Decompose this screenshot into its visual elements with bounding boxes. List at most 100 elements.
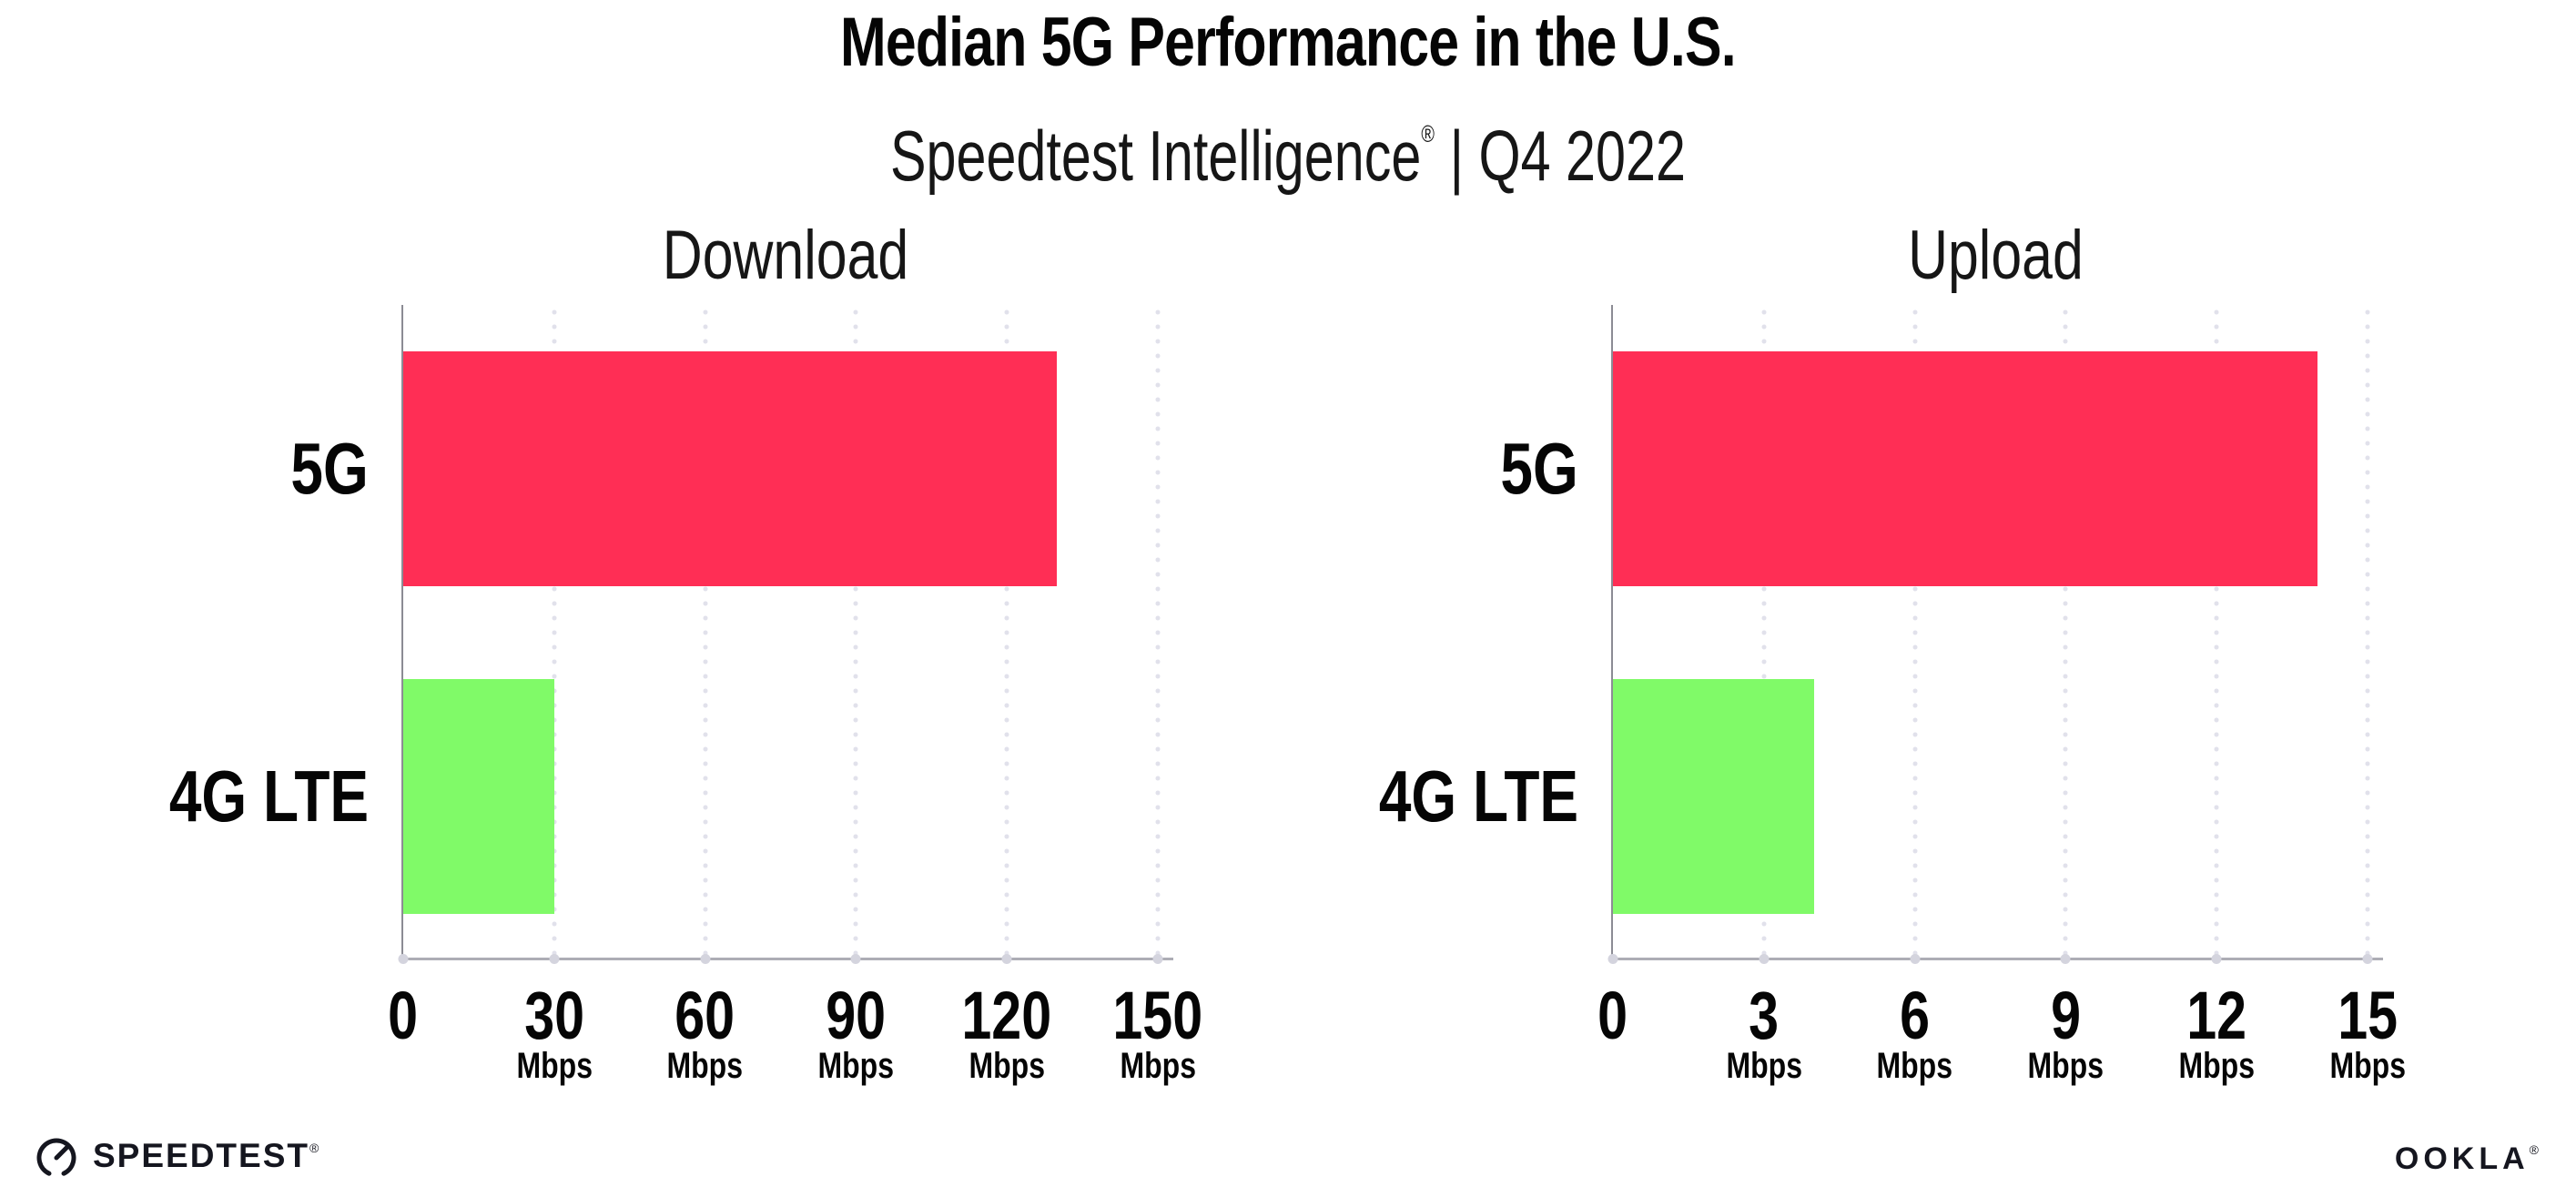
axis-tick-dot-15	[2362, 954, 2373, 964]
page-subtitle: Speedtest Intelligence® | Q4 2022	[0, 95, 2576, 195]
gridline-60	[702, 305, 708, 958]
x-tick-value: 150	[1112, 978, 1203, 1053]
registered-trademark-mark: ®	[1421, 120, 1435, 147]
x-tick-unit-text: Mbps	[969, 1046, 1045, 1086]
chart-title-text: Upload	[1907, 217, 2084, 294]
x-tick-value: 120	[961, 978, 1052, 1053]
x-axis	[401, 958, 1173, 960]
gridline-12	[2214, 305, 2220, 958]
axis-tick-dot-0	[398, 954, 409, 964]
bar-5g-upload	[1613, 351, 2317, 586]
plot-area-download	[398, 305, 1173, 964]
bar-5g-download	[403, 351, 1058, 586]
x-tick-unit-text: Mbps	[1725, 1046, 1802, 1086]
x-tick-unit-text: Mbps	[817, 1046, 895, 1086]
axis-tick-dot-90	[850, 954, 861, 964]
x-tick-unit-6: Mbps	[1815, 1047, 2015, 1085]
x-tick-unit-30: Mbps	[454, 1047, 654, 1085]
x-tick-unit-3: Mbps	[1664, 1047, 1864, 1085]
speedtest-logo: SPEEDTEST®	[35, 1134, 319, 1178]
x-tick-unit-text: Mbps	[1120, 1046, 1196, 1086]
axis-tick-dot-0	[1607, 954, 1618, 964]
category-label-5g: 5G	[1196, 351, 1578, 586]
chart-title-text: Download	[662, 217, 909, 294]
ookla-registered-mark: ®	[2529, 1142, 2543, 1157]
x-tick-label-9: 9	[1965, 981, 2165, 1050]
axis-tick-dot-30	[549, 954, 560, 964]
category-label-4g-lte: 4G LTE	[1196, 679, 1578, 914]
x-axis	[1611, 958, 2383, 960]
x-tick-label-90: 90	[756, 981, 956, 1050]
x-tick-unit-text: Mbps	[1876, 1046, 1953, 1086]
category-label-text: 4G LTE	[168, 756, 369, 837]
category-label-text: 4G LTE	[1378, 756, 1578, 837]
axis-tick-dot-12	[2211, 954, 2222, 964]
x-tick-value: 60	[674, 978, 735, 1053]
subtitle-period: | Q4 2022	[1449, 116, 1686, 196]
x-tick-label-0: 0	[1513, 981, 1713, 1050]
gridline-9	[2063, 305, 2069, 958]
ookla-label: OOKLA	[2394, 1141, 2530, 1176]
x-tick-label-3: 3	[1664, 981, 1864, 1050]
gridline-3	[1760, 305, 1767, 958]
x-tick-value: 9	[2050, 978, 2081, 1053]
gridline-30	[551, 305, 557, 958]
axis-tick-dot-60	[700, 954, 711, 964]
x-tick-unit-12: Mbps	[2116, 1047, 2317, 1085]
x-tick-label-6: 6	[1815, 981, 2015, 1050]
axis-tick-dot-120	[1001, 954, 1012, 964]
x-tick-label-15: 15	[2267, 981, 2468, 1050]
x-tick-unit-text: Mbps	[666, 1046, 744, 1086]
x-tick-unit-150: Mbps	[1058, 1047, 1258, 1085]
category-label-5g: 5G	[0, 351, 369, 586]
x-tick-unit-text: Mbps	[2178, 1046, 2255, 1086]
gridline-90	[853, 305, 859, 958]
speedtest-wordmark: SPEEDTEST®	[93, 1137, 319, 1175]
x-tick-value: 30	[523, 978, 584, 1053]
y-axis	[401, 305, 403, 960]
page-title-text: Median 5G Performance in the U.S.	[840, 4, 1737, 81]
x-tick-unit-text: Mbps	[2027, 1046, 2104, 1086]
x-tick-value: 0	[388, 978, 419, 1053]
x-tick-label-120: 120	[907, 981, 1107, 1050]
chart-title-upload: Upload	[1722, 218, 2268, 293]
x-tick-unit-9: Mbps	[1965, 1047, 2165, 1085]
x-tick-unit-90: Mbps	[756, 1047, 956, 1085]
gridline-120	[1004, 305, 1010, 958]
x-tick-unit-120: Mbps	[907, 1047, 1107, 1085]
x-tick-label-12: 12	[2116, 981, 2317, 1050]
x-tick-unit-15: Mbps	[2267, 1047, 2468, 1085]
x-tick-label-60: 60	[605, 981, 806, 1050]
x-tick-value: 0	[1597, 978, 1628, 1053]
subtitle-brand: Speedtest Intelligence	[890, 116, 1422, 196]
x-tick-value: 6	[1900, 978, 1930, 1053]
bar-4g-lte-upload	[1613, 679, 1815, 914]
x-tick-label-0: 0	[303, 981, 503, 1050]
speedtest-gauge-icon	[36, 1138, 76, 1176]
page-title: Median 5G Performance in the U.S.	[0, 5, 2576, 81]
bar-4g-lte-download	[403, 679, 554, 914]
speedtest-registered-mark: ®	[309, 1141, 319, 1155]
gridline-15	[2364, 305, 2370, 958]
category-label-4g-lte: 4G LTE	[0, 679, 369, 914]
x-tick-value: 3	[1749, 978, 1780, 1053]
axis-tick-dot-6	[1910, 954, 1921, 964]
axis-tick-dot-9	[2060, 954, 2071, 964]
category-label-text: 5G	[290, 428, 369, 509]
page-subtitle-text: Speedtest Intelligence® | Q4 2022	[890, 95, 1686, 195]
x-tick-unit-text: Mbps	[2329, 1046, 2406, 1086]
x-tick-unit-text: Mbps	[515, 1046, 593, 1086]
category-label-text: 5G	[1500, 428, 1578, 509]
x-tick-value: 90	[826, 978, 887, 1053]
gridline-150	[1154, 305, 1161, 958]
x-tick-label-30: 30	[454, 981, 654, 1050]
axis-tick-dot-150	[1152, 954, 1163, 964]
ookla-logo: OOKLA®	[2395, 1141, 2543, 1177]
gridline-6	[1912, 305, 1918, 958]
x-tick-value: 15	[2337, 978, 2398, 1053]
chart-title-download: Download	[512, 218, 1059, 293]
x-tick-unit-60: Mbps	[605, 1047, 806, 1085]
